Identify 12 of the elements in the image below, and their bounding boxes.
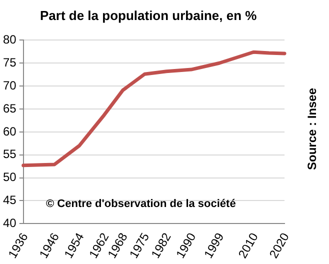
- chart-title: Part de la population urbaine, en %: [40, 8, 257, 23]
- y-tick-label: 45: [2, 193, 17, 208]
- y-tick-label: 65: [2, 101, 17, 116]
- annotation: © Centre d'observation de la société: [46, 198, 236, 210]
- y-tick-label: 75: [2, 55, 17, 70]
- source-note: Source : Insee: [305, 88, 319, 170]
- y-tick-label: 60: [2, 124, 17, 138]
- y-tick-label: 55: [2, 147, 17, 162]
- y-tick-label: 50: [2, 170, 17, 184]
- y-tick-label: 40: [2, 216, 17, 230]
- y-tick-label: 70: [2, 78, 17, 92]
- y-tick-label: 80: [2, 32, 17, 47]
